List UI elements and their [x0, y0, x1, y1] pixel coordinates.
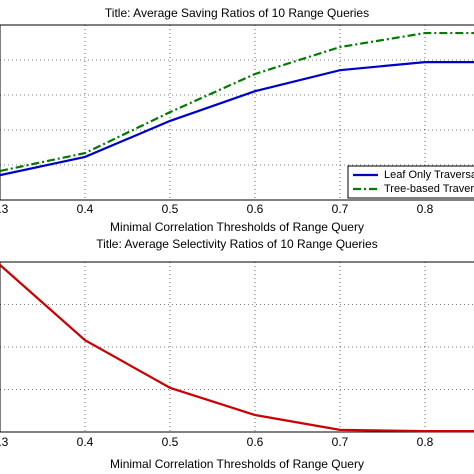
x-tick-label: 0.3: [0, 435, 9, 449]
x-tick-label: 0.4: [77, 435, 94, 449]
x-tick-label: 0.8: [417, 202, 434, 216]
data-line: [0, 60, 474, 177]
legend: Leaf Only Traversal Tree-based Traversal: [347, 165, 474, 199]
data-line: [0, 31, 474, 173]
chart-title: Title: Average Selectivity Ratios of 10 …: [96, 237, 377, 251]
chart-title: Title: Average Saving Ratios of 10 Range…: [105, 6, 369, 20]
legend-box: [347, 165, 474, 199]
x-tick-label: 0.5: [162, 435, 179, 449]
x-tick-label: 0.3: [0, 202, 9, 216]
x-axis-label: Minimal Correlation Thresholds of Range …: [110, 220, 364, 234]
legend-label: Tree-based Traversal: [384, 183, 474, 195]
x-tick-label: 0.5: [162, 202, 179, 216]
x-tick-label: 0.7: [332, 202, 349, 216]
x-tick-label: 0.6: [247, 435, 264, 449]
x-axis-label: Minimal Correlation Thresholds of Range …: [110, 457, 364, 471]
x-tick-label: 0.6: [247, 202, 264, 216]
x-tick-label: 0.4: [77, 202, 94, 216]
x-tick-label: 0.8: [417, 435, 434, 449]
x-tick-label: 0.7: [332, 435, 349, 449]
legend-label: Leaf Only Traversal: [384, 169, 474, 181]
data-line: [0, 264, 474, 433]
